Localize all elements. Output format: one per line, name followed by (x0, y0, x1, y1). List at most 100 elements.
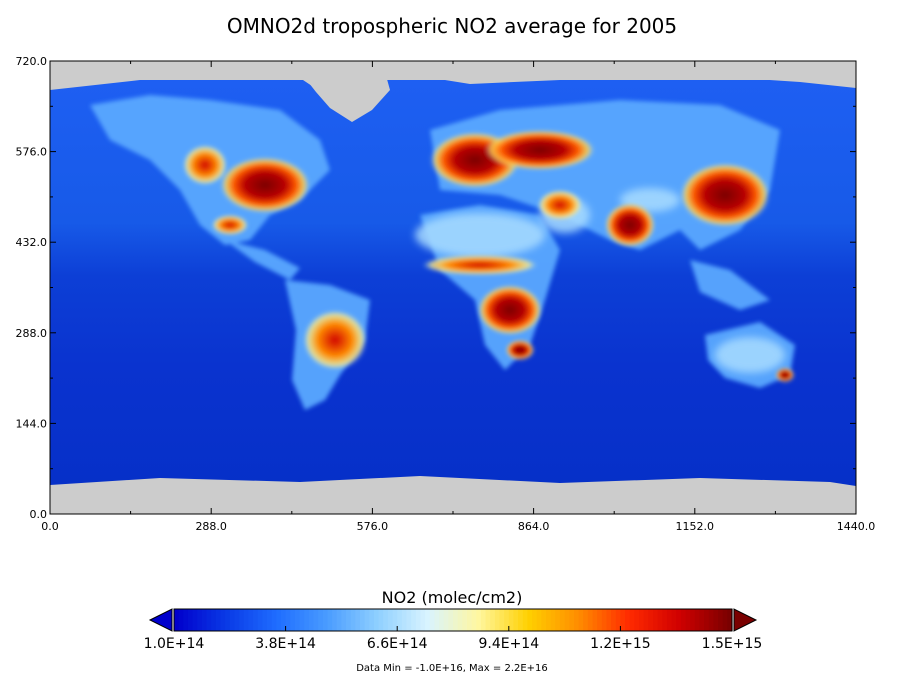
colorbar-bin (494, 609, 501, 631)
colorbar-bin (601, 609, 608, 631)
colorbar-bin (480, 609, 487, 631)
colorbar-bin (587, 609, 594, 631)
colorbar-bin (178, 609, 184, 631)
x-tick-label: 288.0 (195, 520, 227, 533)
central-america-land (225, 240, 300, 280)
no2-field (50, 61, 856, 514)
colorbar-bin (271, 609, 277, 631)
southern-africa-hotspot (478, 285, 542, 335)
colorbar-bin (234, 609, 240, 631)
colorbar-bin (527, 609, 533, 631)
colorbar-bin (471, 609, 477, 631)
colorbar-bin (215, 609, 222, 631)
chart-title: OMNO2d tropospheric NO2 average for 2005 (227, 14, 677, 38)
colorbar-bin (411, 609, 417, 631)
colorbar-bin (639, 609, 645, 631)
y-tick-label: 144.0 (16, 417, 48, 430)
colorbar-bin (211, 609, 217, 631)
colorbar-bin (652, 609, 659, 631)
x-axis: 0.0 288.0 576.0 864.0 1152.0 1440.0 (41, 61, 875, 533)
southern-data-edge (50, 476, 856, 514)
colorbar-bin (559, 609, 566, 631)
colorbar-bin (257, 609, 263, 631)
colorbar-tick-label: 9.4E+14 (478, 636, 539, 652)
colorbar-bin (555, 609, 561, 631)
colorbar-bin (485, 609, 491, 631)
china-hotspot (680, 163, 770, 227)
colorbar-bin (629, 609, 635, 631)
y-axis: 0.0 144.0 288.0 432.0 576.0 720.0 (16, 55, 856, 521)
colorbar-bin (676, 609, 682, 631)
colorbar-bin (369, 609, 375, 631)
colorbar-bin (713, 609, 719, 631)
colorbar-bin (583, 609, 589, 631)
colorbar-bin (448, 609, 454, 631)
desert-regions (415, 188, 785, 373)
central-australia-region (715, 337, 785, 373)
colorbar-bin (239, 609, 245, 631)
colorbar-bin (267, 609, 273, 631)
colorbar-tick-label: 3.8E+14 (255, 636, 316, 652)
colorbar-frame (173, 608, 733, 632)
colorbar-ticks: 1.0E+14 3.8E+14 6.6E+14 9.4E+14 1.2E+15 1.5E+… (144, 626, 762, 652)
colorbar-bin (546, 609, 552, 631)
colorbar-bin (708, 609, 714, 631)
colorbar-bin (666, 609, 673, 631)
western-us-hotspot (183, 145, 227, 185)
colorbar-bin (722, 609, 728, 631)
greenland-gap (305, 72, 390, 122)
colorbar-bin (294, 609, 301, 631)
colorbar-under-arrow (148, 608, 173, 632)
colorbar-bin (243, 609, 249, 631)
colorbar-bin (406, 609, 412, 631)
colorbar-bin (536, 609, 542, 631)
x-tick-label: 864.0 (518, 520, 550, 533)
colorbar-bins (174, 609, 733, 631)
y-tick-label: 0.0 (30, 508, 48, 521)
colorbar-bin (346, 609, 352, 631)
colorbar-bin (183, 609, 189, 631)
south-africa-hotspot (506, 340, 534, 360)
colorbar-bin (397, 609, 403, 631)
colorbar-bin (174, 609, 180, 631)
colorbar-bin (355, 609, 361, 631)
data-range-footer: Data Min = -1.0E+16, Max = 2.2E+16 (356, 663, 548, 674)
colorbar-bin (439, 609, 445, 631)
colorbar-bin (573, 609, 580, 631)
colorbar-bin (313, 609, 319, 631)
x-tick-label: 1440.0 (837, 520, 876, 533)
sahara-region (415, 213, 545, 257)
colorbar-bin (564, 609, 570, 631)
colorbar-bin (513, 609, 519, 631)
colorbar-bin (462, 609, 468, 631)
colorbar-bin (401, 609, 408, 631)
colorbar-bin (615, 609, 621, 631)
colorbar-bin (201, 609, 208, 631)
middle-east-hotspot (538, 190, 582, 220)
pollution-hotspots (183, 130, 794, 382)
colorbar-bin (285, 609, 291, 631)
colorbar-bin (453, 609, 459, 631)
south-america-hotspot (303, 310, 367, 370)
colorbar-bin (304, 609, 310, 631)
colorbar-bin (606, 609, 612, 631)
colorbar-bin (378, 609, 384, 631)
x-tick-label: 1152.0 (676, 520, 715, 533)
colorbar-bin (248, 609, 254, 631)
colorbar-bin (262, 609, 268, 631)
colorbar-bin (625, 609, 631, 631)
colorbar-bin (699, 609, 705, 631)
sahel-hotspot (422, 255, 538, 275)
colorbar-bin (332, 609, 338, 631)
colorbar-bin (727, 609, 733, 631)
colorbar-bin (392, 609, 398, 631)
colorbar-bin (671, 609, 677, 631)
colorbar-bin (197, 609, 203, 631)
y-tick-label: 288.0 (16, 327, 48, 340)
colorbar-bin (532, 609, 538, 631)
colorbar-bin (634, 609, 640, 631)
colorbar-over-arrow (733, 608, 758, 632)
colorbar-bin (718, 609, 724, 631)
colorbar-bin (508, 609, 515, 631)
